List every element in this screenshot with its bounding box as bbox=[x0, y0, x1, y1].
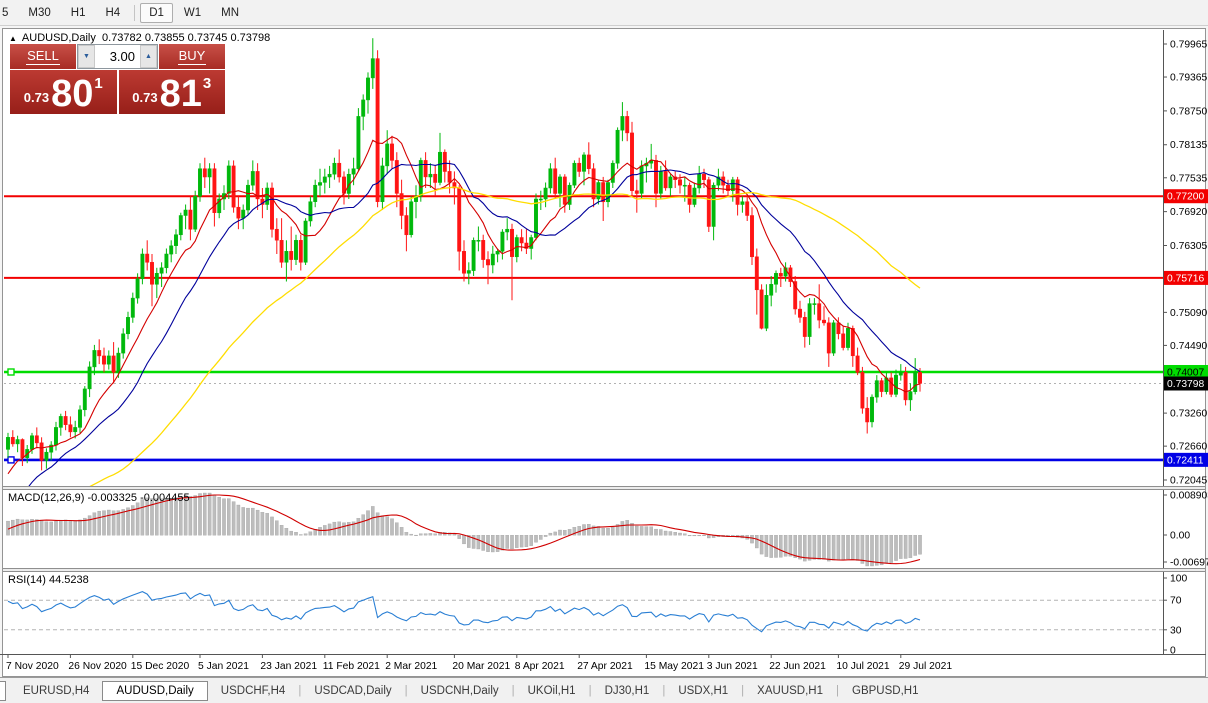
chart-title: ▲ AUDUSD,Daily 0.73782 0.73855 0.73745 0.… bbox=[9, 32, 270, 44]
svg-text:0.73260: 0.73260 bbox=[1170, 409, 1207, 420]
svg-text:0: 0 bbox=[1170, 646, 1176, 655]
svg-text:0.72660: 0.72660 bbox=[1170, 442, 1207, 453]
svg-text:0.00: 0.00 bbox=[1170, 531, 1190, 542]
svg-text:0.73798: 0.73798 bbox=[1167, 379, 1204, 390]
sell-price-pip: 1 bbox=[94, 75, 103, 92]
svg-text:10 Jul 2021: 10 Jul 2021 bbox=[836, 661, 890, 672]
tab-partial-stub[interactable] bbox=[0, 680, 6, 701]
svg-text:5 Jan 2021: 5 Jan 2021 bbox=[198, 661, 249, 672]
svg-text:29 Jul 2021: 29 Jul 2021 bbox=[899, 661, 953, 672]
svg-text:0.76920: 0.76920 bbox=[1170, 207, 1207, 218]
symbol-collapse-arrow-icon: ▲ bbox=[9, 34, 17, 43]
macd-pane-canvas[interactable]: 0.008903 0.00 -0.00697 bbox=[0, 490, 1208, 568]
tab-usdchf-h4[interactable]: USDCHF,H4 bbox=[220, 684, 286, 697]
spin-up-icon: ▲ bbox=[145, 53, 152, 60]
svg-text:0.77200: 0.77200 bbox=[1167, 192, 1204, 203]
tab-usdx-h1[interactable]: USDX,H1 bbox=[678, 684, 729, 697]
svg-text:7 Nov 2020: 7 Nov 2020 bbox=[6, 661, 59, 672]
chart-tab-bar: EURUSD,H4 AUDUSD,Daily USDCHF,H4 | USDCAD,Da… bbox=[0, 677, 1208, 703]
price-chart-canvas[interactable]: 0.79965 0.79365 0.78750 0.78135 0.77535 0.769… bbox=[0, 30, 1208, 486]
buy-price-prefix: 0.73 bbox=[132, 90, 158, 105]
timeframe-button-mn[interactable]: MN bbox=[221, 6, 240, 19]
svg-text:0.75716: 0.75716 bbox=[1167, 273, 1204, 284]
volume-increase-button[interactable]: ▲ bbox=[140, 45, 157, 68]
tab-dj30-h1[interactable]: DJ30,H1 bbox=[604, 684, 650, 697]
tab-separator: | bbox=[741, 684, 745, 697]
macd-current-values: -0.003325 -0.004455 bbox=[87, 492, 190, 504]
toolbar-separator bbox=[134, 4, 136, 21]
timeframe-toolbar: 5 M30 H1 H4 D1 W1 MN bbox=[0, 0, 1208, 26]
tab-separator: | bbox=[404, 684, 408, 697]
sell-price-big: 80 bbox=[51, 72, 94, 115]
svg-text:30: 30 bbox=[1170, 625, 1182, 636]
svg-text:22 Jun 2021: 22 Jun 2021 bbox=[769, 661, 826, 672]
volume-spinner: ▼ ▲ bbox=[77, 44, 158, 69]
svg-text:3 Jun 2021: 3 Jun 2021 bbox=[707, 661, 758, 672]
rsi-pane-canvas[interactable]: 100 70 30 0 bbox=[0, 572, 1208, 654]
timeframe-button-h1[interactable]: H1 bbox=[70, 6, 86, 19]
sell-button[interactable]: SELL bbox=[10, 44, 76, 69]
tab-separator: | bbox=[588, 684, 592, 697]
svg-text:23 Jan 2021: 23 Jan 2021 bbox=[260, 661, 317, 672]
svg-text:0.72045: 0.72045 bbox=[1170, 475, 1207, 486]
volume-decrease-button[interactable]: ▼ bbox=[78, 45, 95, 68]
buy-price-button[interactable]: 0.73 81 3 bbox=[118, 70, 225, 115]
tab-gbpusd-h1[interactable]: GBPUSD,H1 bbox=[852, 684, 919, 697]
rsi-current-value: 44.5238 bbox=[48, 574, 89, 586]
buy-button[interactable]: BUY bbox=[159, 44, 225, 69]
volume-input[interactable] bbox=[95, 45, 140, 68]
tab-separator: | bbox=[511, 684, 515, 697]
tab-usdcnh-daily[interactable]: USDCNH,Daily bbox=[420, 684, 499, 697]
date-axis[interactable]: 7 Nov 2020 26 Nov 2020 15 Dec 2020 5 Jan 20… bbox=[0, 654, 1208, 677]
timeframe-button-m30[interactable]: M30 bbox=[28, 6, 51, 19]
svg-text:0.76305: 0.76305 bbox=[1170, 241, 1207, 252]
svg-text:2 Mar 2021: 2 Mar 2021 bbox=[385, 661, 437, 672]
svg-text:0.79965: 0.79965 bbox=[1170, 40, 1207, 51]
svg-text:-0.00697: -0.00697 bbox=[1170, 558, 1208, 569]
svg-text:0.72411: 0.72411 bbox=[1167, 455, 1204, 466]
svg-text:0.74007: 0.74007 bbox=[1167, 367, 1204, 378]
svg-text:0.78750: 0.78750 bbox=[1170, 106, 1207, 117]
buy-price-pip: 3 bbox=[202, 75, 212, 92]
svg-text:0.77535: 0.77535 bbox=[1170, 173, 1207, 184]
macd-indicator-label: MACD(12,26,9) -0.003325 -0.004455 bbox=[8, 492, 190, 504]
timeframe-button-w1[interactable]: W1 bbox=[183, 6, 202, 19]
buy-price-big: 81 bbox=[159, 72, 202, 115]
tab-separator: | bbox=[662, 684, 666, 697]
svg-text:0.79365: 0.79365 bbox=[1170, 73, 1207, 84]
svg-text:8 Apr 2021: 8 Apr 2021 bbox=[515, 661, 565, 672]
tab-xauusd-h1[interactable]: XAUUSD,H1 bbox=[757, 684, 823, 697]
svg-text:11 Feb 2021: 11 Feb 2021 bbox=[323, 661, 380, 672]
chart-symbol-label: AUDUSD,Daily bbox=[21, 32, 96, 44]
svg-text:100: 100 bbox=[1170, 574, 1187, 585]
timeframe-button-d1[interactable]: D1 bbox=[140, 2, 173, 23]
tab-ukoil-h1[interactable]: UKOil,H1 bbox=[527, 684, 576, 697]
pane-divider[interactable] bbox=[3, 568, 1205, 572]
pane-divider[interactable] bbox=[3, 486, 1205, 490]
svg-text:0.008903: 0.008903 bbox=[1170, 491, 1208, 502]
tab-separator: | bbox=[298, 684, 302, 697]
svg-text:0.78135: 0.78135 bbox=[1170, 140, 1207, 151]
tab-audusd-daily[interactable]: AUDUSD,Daily bbox=[102, 680, 208, 701]
sell-price-prefix: 0.73 bbox=[23, 90, 50, 105]
tab-usdcad-daily[interactable]: USDCAD,Daily bbox=[314, 684, 392, 697]
tab-separator: | bbox=[836, 684, 839, 697]
svg-text:15 Dec 2020: 15 Dec 2020 bbox=[131, 661, 190, 672]
timeframe-button-5[interactable]: 5 bbox=[2, 6, 9, 19]
spin-down-icon: ▼ bbox=[83, 53, 90, 60]
svg-text:20 Mar 2021: 20 Mar 2021 bbox=[452, 661, 510, 672]
svg-text:0.74490: 0.74490 bbox=[1170, 341, 1207, 352]
svg-text:15 May 2021: 15 May 2021 bbox=[644, 661, 704, 672]
svg-text:70: 70 bbox=[1170, 596, 1182, 607]
svg-text:0.75090: 0.75090 bbox=[1170, 308, 1207, 319]
sell-price-button[interactable]: 0.73 80 1 bbox=[10, 70, 117, 114]
svg-text:26 Nov 2020: 26 Nov 2020 bbox=[68, 661, 127, 672]
tab-eurusd-h4[interactable]: EURUSD,H4 bbox=[23, 684, 90, 697]
svg-text:27 Apr 2021: 27 Apr 2021 bbox=[577, 661, 633, 672]
chart-ohlc-values: 0.73782 0.73855 0.73745 0.73798 bbox=[102, 32, 271, 44]
timeframe-button-h4[interactable]: H4 bbox=[105, 6, 121, 19]
rsi-indicator-label: RSI(14) 44.5238 bbox=[8, 574, 89, 586]
